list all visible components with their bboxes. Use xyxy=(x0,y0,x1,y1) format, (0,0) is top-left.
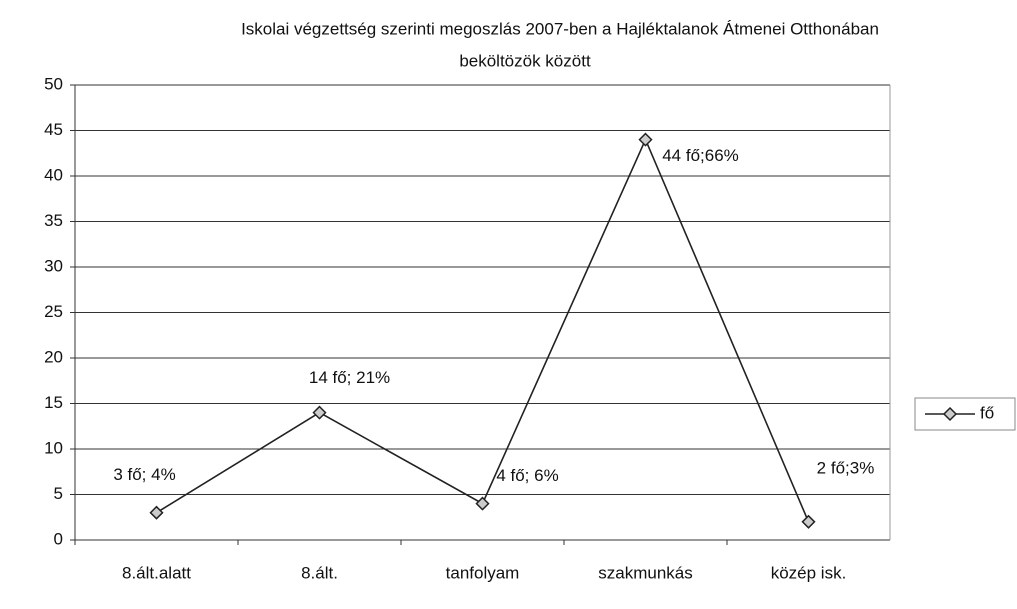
y-tick-label: 40 xyxy=(44,165,63,184)
y-tick-label: 20 xyxy=(44,347,63,366)
data-label: 4 fő; 6% xyxy=(496,466,558,485)
y-tick-label: 15 xyxy=(44,393,63,412)
legend-box xyxy=(914,397,1016,431)
marker xyxy=(149,505,164,520)
y-tick-label: 50 xyxy=(44,74,63,93)
x-tick-label: szakmunkás xyxy=(598,563,692,582)
legend-marker xyxy=(942,406,958,422)
y-tick-label: 0 xyxy=(54,529,63,548)
y-tick-label: 30 xyxy=(44,256,63,275)
data-label: 14 fő; 21% xyxy=(309,368,390,387)
y-tick-label: 10 xyxy=(44,438,63,457)
chart-title: beköltözök között xyxy=(459,51,591,70)
y-tick-label: 45 xyxy=(44,120,63,139)
x-tick-label: tanfolyam xyxy=(446,563,520,582)
chart-title: Iskolai végzettség szerinti megoszlás 20… xyxy=(241,19,879,38)
data-label: 44 fő;66% xyxy=(662,146,739,165)
y-tick-label: 25 xyxy=(44,302,63,321)
marker xyxy=(638,132,653,147)
x-tick-label: közép isk. xyxy=(771,563,847,582)
data-label: 2 fő;3% xyxy=(817,458,875,477)
marker xyxy=(801,514,816,529)
y-tick-label: 5 xyxy=(54,484,63,503)
x-tick-label: 8.ált. xyxy=(301,563,338,582)
x-tick-label: 8.ált.alatt xyxy=(122,563,191,582)
marker xyxy=(475,496,490,511)
y-tick-label: 35 xyxy=(44,211,63,230)
marker xyxy=(312,405,327,420)
legend-label: fő xyxy=(980,403,994,422)
data-label: 3 fő; 4% xyxy=(113,465,175,484)
